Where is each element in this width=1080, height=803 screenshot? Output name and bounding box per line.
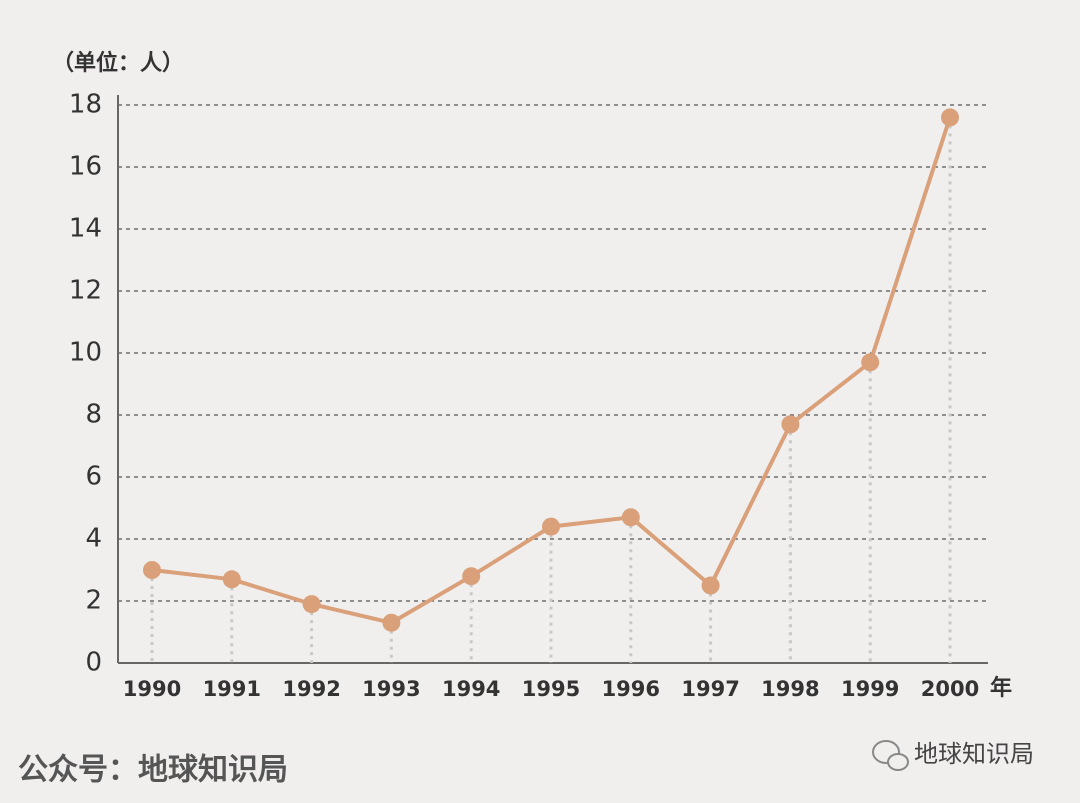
y-tick-label: 14 [69, 214, 102, 244]
x-tick-label: 1990 [123, 677, 181, 701]
data-point [382, 613, 401, 632]
watermark: 地球知识局 [914, 740, 1034, 768]
data-point [701, 576, 720, 595]
y-tick-label: 4 [85, 524, 102, 554]
y-tick-label: 16 [69, 152, 102, 182]
x-tick-label: 2000 [921, 677, 979, 701]
x-tick-label: 1998 [761, 677, 819, 701]
data-point [861, 353, 880, 372]
x-tick-label: 1999 [841, 677, 899, 701]
x-tick-label: 1991 [203, 677, 261, 701]
x-tick-label: 1996 [602, 677, 660, 701]
data-point [143, 561, 161, 579]
data-point [302, 595, 321, 614]
y-tick-label: 18 [69, 90, 102, 120]
data-point [621, 508, 640, 527]
data-point [542, 517, 560, 536]
x-tick-label: 1994 [442, 677, 500, 701]
footer: 公众号：地球知识局 [18, 753, 288, 788]
data-point [781, 415, 800, 434]
wechat-icon [872, 740, 909, 771]
data-point [462, 567, 481, 586]
y-tick-label: 2 [85, 586, 102, 616]
x-tick-label: 1992 [282, 677, 340, 701]
y-tick-label: 0 [85, 648, 102, 678]
data-point [222, 570, 241, 589]
x-tick-label: 1997 [681, 677, 739, 701]
y-tick-label: 12 [69, 276, 102, 306]
y-tick-label: 6 [85, 462, 102, 492]
y-tick-label: 8 [85, 400, 102, 430]
data-point [941, 108, 959, 127]
x-unit: 年 [990, 675, 1012, 701]
unit-label: （单位：人） [52, 50, 184, 76]
y-tick-label: 10 [69, 338, 102, 368]
x-tick-label: 1995 [522, 677, 580, 701]
x-tick-label: 1993 [362, 677, 420, 701]
